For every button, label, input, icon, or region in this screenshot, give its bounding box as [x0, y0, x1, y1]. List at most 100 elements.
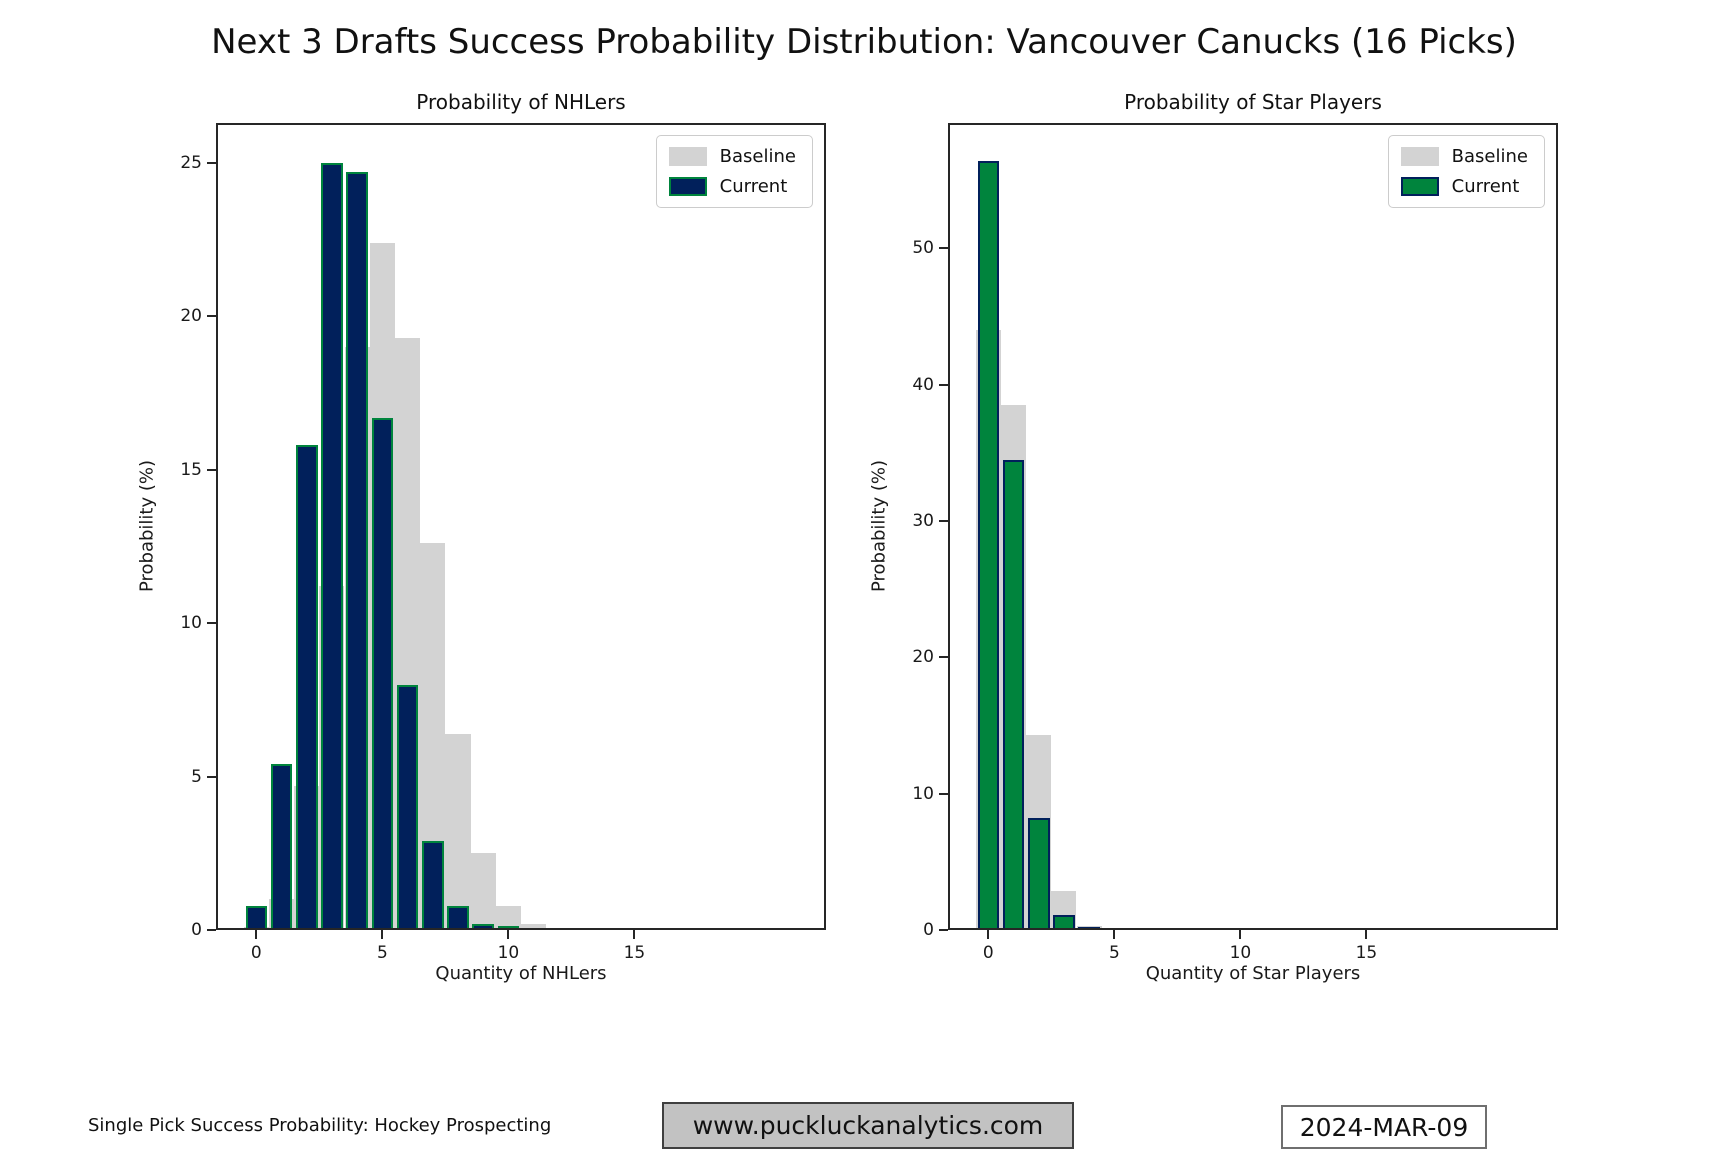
nhlers-plot-area: 0 5 10 15 0 5 10 15 20 25 Baseline Current — [180, 123, 826, 963]
x-tick-mark — [381, 930, 384, 939]
y-tick-label: 10 — [912, 783, 934, 804]
baseline-bar — [495, 905, 521, 930]
figure-title: Next 3 Drafts Success Probability Distri… — [211, 22, 1517, 62]
x-tick-label: 15 — [1355, 943, 1378, 963]
nhlers-chart-title: Probability of NHLers — [416, 90, 626, 114]
y-tick-mark — [939, 656, 948, 659]
stars-legend: Baseline Current — [1387, 135, 1545, 208]
current-bar — [1204, 928, 1227, 930]
x-tick-mark — [1113, 930, 1116, 939]
current-bar — [1229, 928, 1252, 930]
y-tick-label: 0 — [923, 920, 934, 940]
legend-item-baseline: Baseline — [1400, 146, 1528, 167]
current-bar — [421, 841, 444, 930]
current-swatch — [668, 177, 707, 196]
current-bar — [1179, 928, 1201, 930]
current-bar — [522, 928, 545, 930]
x-tick-mark — [987, 930, 990, 939]
x-tick-mark — [1365, 930, 1368, 939]
current-bar — [598, 928, 621, 930]
legend-label-baseline: Baseline — [719, 146, 796, 167]
nhlers-x-axis-label: Quantity of NHLers — [435, 963, 607, 984]
baseline-swatch — [1400, 147, 1439, 166]
nhlers-y-axis-label: Probability (%) — [136, 459, 158, 593]
current-bar — [1128, 928, 1151, 930]
current-bar — [346, 172, 368, 930]
footer-attribution-note: Single Pick Success Probability: Hockey … — [88, 1115, 552, 1136]
current-bar — [977, 161, 1000, 930]
current-bar — [472, 923, 495, 930]
y-tick-label: 20 — [180, 306, 202, 327]
current-bar — [270, 764, 293, 930]
y-tick-label: 15 — [180, 459, 202, 480]
legend-label-current: Current — [1451, 176, 1520, 197]
current-bar — [573, 928, 595, 930]
y-tick-mark — [939, 247, 948, 250]
current-bar — [1280, 928, 1302, 930]
current-bar — [1153, 928, 1176, 930]
y-tick-mark — [207, 468, 216, 471]
current-bar — [1355, 928, 1378, 930]
baseline-bar — [521, 923, 547, 930]
y-tick-label: 0 — [191, 920, 202, 940]
current-bar — [497, 926, 520, 930]
stars-x-axis-label: Quantity of Star Players — [1145, 963, 1361, 984]
current-bar — [1380, 928, 1403, 930]
x-tick-label: 0 — [250, 943, 262, 963]
nhlers-legend: Baseline Current — [655, 135, 813, 208]
stars-chart-title: Probability of Star Players — [1124, 90, 1382, 114]
baseline-bar — [470, 853, 496, 930]
current-bar — [1305, 928, 1327, 930]
x-tick-label: 15 — [623, 943, 646, 963]
y-tick-label: 10 — [180, 613, 202, 634]
y-tick-mark — [207, 622, 216, 625]
y-tick-label: 30 — [912, 511, 934, 531]
y-tick-label: 25 — [180, 152, 202, 173]
current-bar — [321, 162, 343, 930]
baseline-swatch — [668, 147, 707, 166]
x-tick-label: 5 — [376, 943, 388, 963]
baseline-bar — [445, 733, 471, 930]
legend-label-baseline: Baseline — [1451, 146, 1528, 167]
y-tick-label: 5 — [191, 766, 202, 787]
x-tick-mark — [255, 930, 258, 939]
x-tick-label: 0 — [982, 943, 994, 963]
date-box: 2024-MAR-09 — [1281, 1105, 1487, 1149]
current-bar — [1053, 915, 1075, 930]
current-bar — [371, 417, 394, 930]
current-bar — [623, 928, 646, 930]
current-bar — [1002, 459, 1025, 930]
y-tick-mark — [207, 929, 216, 931]
website-text: www.puckluckanalytics.com — [692, 1111, 1044, 1140]
y-tick-mark — [939, 929, 948, 931]
y-tick-mark — [939, 792, 948, 795]
y-tick-mark — [207, 161, 216, 164]
x-tick-mark — [633, 930, 636, 939]
current-bar — [1027, 818, 1050, 930]
current-bar — [648, 928, 671, 930]
x-tick-mark — [507, 930, 510, 939]
current-bar — [1103, 928, 1126, 930]
y-tick-mark — [207, 775, 216, 778]
x-tick-label: 10 — [497, 943, 520, 963]
stars-plot-area: 0 5 10 15 0 10 20 30 40 50 Baseline Current — [912, 123, 1558, 963]
website-box: www.puckluckanalytics.com — [662, 1102, 1074, 1149]
y-tick-label: 20 — [912, 647, 934, 668]
x-tick-label: 5 — [1108, 943, 1120, 963]
current-bar — [295, 445, 318, 930]
current-bar — [548, 928, 570, 930]
x-tick-mark — [1239, 930, 1242, 939]
y-tick-label: 40 — [912, 374, 934, 395]
current-bar — [1254, 928, 1277, 930]
current-bar — [1078, 927, 1100, 930]
stars-y-axis-label: Probability (%) — [868, 459, 890, 593]
current-swatch — [1400, 177, 1439, 196]
y-tick-mark — [939, 520, 948, 522]
legend-item-current: Current — [668, 176, 796, 197]
legend-item-current: Current — [1400, 176, 1528, 197]
date-text: 2024-MAR-09 — [1299, 1112, 1469, 1142]
y-tick-mark — [207, 315, 216, 318]
x-tick-label: 10 — [1229, 943, 1252, 963]
y-tick-label: 50 — [912, 238, 934, 259]
